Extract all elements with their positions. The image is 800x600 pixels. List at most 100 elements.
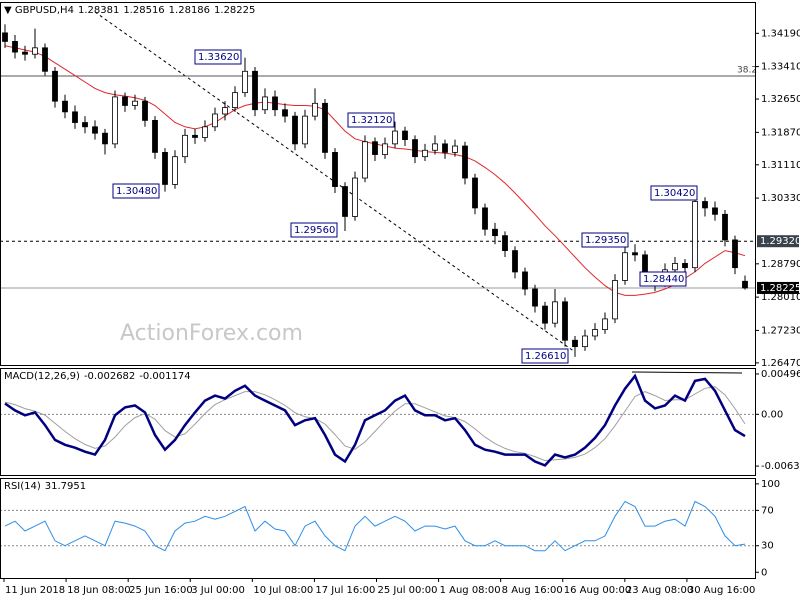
candle-body (22, 51, 28, 55)
price-label: 1.28225 (760, 283, 800, 294)
candle-body (602, 318, 608, 330)
candle-body (552, 301, 558, 324)
candle-body (122, 96, 128, 106)
candle-body (402, 130, 408, 141)
annotation-box (581, 232, 629, 248)
annotation-label: 1.29560 (294, 225, 335, 236)
annotation-label: 1.33620 (198, 52, 239, 63)
annotation-box (112, 183, 160, 199)
candle-body (672, 263, 678, 271)
candle-body (252, 70, 258, 111)
triangle: ▼ (4, 5, 15, 16)
candle-body (92, 126, 98, 134)
candle-body (532, 288, 538, 307)
x-tick-label: 3 Jul 00:00 (191, 585, 245, 596)
y-tick-label: 1.31110 (761, 160, 800, 171)
candle-body (392, 130, 398, 145)
y-tick-label: 1.30330 (761, 193, 800, 204)
candle-body (272, 96, 278, 111)
x-tick-label: 17 Jul 16:00 (315, 585, 375, 596)
macd-line (4, 373, 746, 467)
y-tick-label: 1.31870 (761, 127, 800, 138)
macd-label: MACD(12,26,9) (4, 371, 80, 382)
price-panel (0, 2, 756, 366)
x-tick-label: 8 Aug 16:00 (502, 585, 563, 596)
plot-layer: 38.2 1.33620 1.32120 1.30480 1.29560 1.29350 1… (0, 24, 757, 552)
candle-body (612, 280, 618, 320)
header-high: 1.28516 (123, 5, 164, 16)
candle-body (462, 145, 468, 179)
candle-body (212, 113, 218, 128)
candle-body (292, 115, 298, 145)
candle-body (72, 111, 78, 123)
candle-body (142, 100, 148, 121)
candle-body (342, 186, 348, 217)
annotation-box (290, 222, 338, 238)
symbol: GBPUSD,H4 (15, 5, 74, 16)
y-tick-label: 100 (761, 479, 780, 490)
candle-body (232, 92, 238, 108)
candle-body (562, 301, 568, 341)
candle-body (42, 47, 48, 72)
candle-body (472, 177, 478, 209)
annotation-box (194, 49, 242, 65)
price-label-box (757, 281, 799, 294)
candle-body (382, 143, 388, 155)
candle-body (712, 207, 718, 215)
candle-body (312, 102, 318, 117)
candle-body (192, 134, 198, 138)
y-tick-label: 0 (761, 567, 767, 578)
y-tick-label: 70 (761, 505, 774, 516)
candle-body (182, 134, 188, 158)
annotation-label: 1.26610 (525, 351, 566, 362)
candle-body (512, 250, 518, 273)
candle-body (322, 102, 328, 153)
y-tick-label: 1.28010 (761, 292, 800, 303)
price-label: 1.29320 (760, 236, 800, 247)
x-tick-label: 10 Jul 08:00 (253, 585, 313, 596)
y-tick-label: 30 (761, 541, 774, 552)
candle-body (702, 201, 708, 209)
candle-body (722, 213, 728, 241)
macd-value: -0.002682 (84, 371, 135, 382)
candle-body (522, 271, 528, 290)
candle-body (732, 239, 738, 269)
price-label-box (757, 235, 799, 248)
candle-body (542, 305, 548, 324)
candle-body (302, 115, 308, 145)
fib-label: 38.2 (737, 65, 757, 75)
candle-body (162, 152, 168, 185)
divergence-line (631, 371, 743, 374)
candle-body (632, 252, 638, 256)
annotation-label: 1.30480 (116, 186, 157, 197)
x-tick-label: 11 Jun 2018 (5, 585, 65, 596)
candle-body (742, 280, 748, 289)
candle-body (422, 149, 428, 158)
candle-body (692, 201, 698, 269)
candle-body (52, 70, 58, 102)
annotation-label: 1.32120 (351, 115, 392, 126)
rsi-line (4, 500, 746, 552)
rsi-header: RSI(14) 31.7951 (4, 481, 86, 492)
annotation-label: 1.29350 (585, 235, 626, 246)
candle-body (502, 235, 508, 251)
x-tick-label: 25 Jun 16:00 (129, 585, 193, 596)
candle-body (262, 96, 268, 111)
candle-body (242, 70, 248, 94)
candle-body (372, 141, 378, 155)
candle-body (172, 156, 178, 185)
watermark: ActionForex.com (120, 321, 303, 346)
x-tick-label: 18 Jun 08:00 (67, 585, 131, 596)
annotation-label: 1.30420 (654, 188, 695, 199)
candle-body (2, 32, 8, 42)
rsi-value: 31.7951 (45, 481, 86, 492)
annotation-label: 1.28440 (643, 274, 684, 285)
annotation-box (347, 112, 395, 128)
header-open: 1.28381 (78, 5, 119, 16)
y-tick-label: 0.00 (761, 409, 783, 420)
y-tick-label: 0.004968 (761, 369, 800, 380)
candle-body (682, 263, 688, 269)
candle-body (32, 47, 38, 55)
